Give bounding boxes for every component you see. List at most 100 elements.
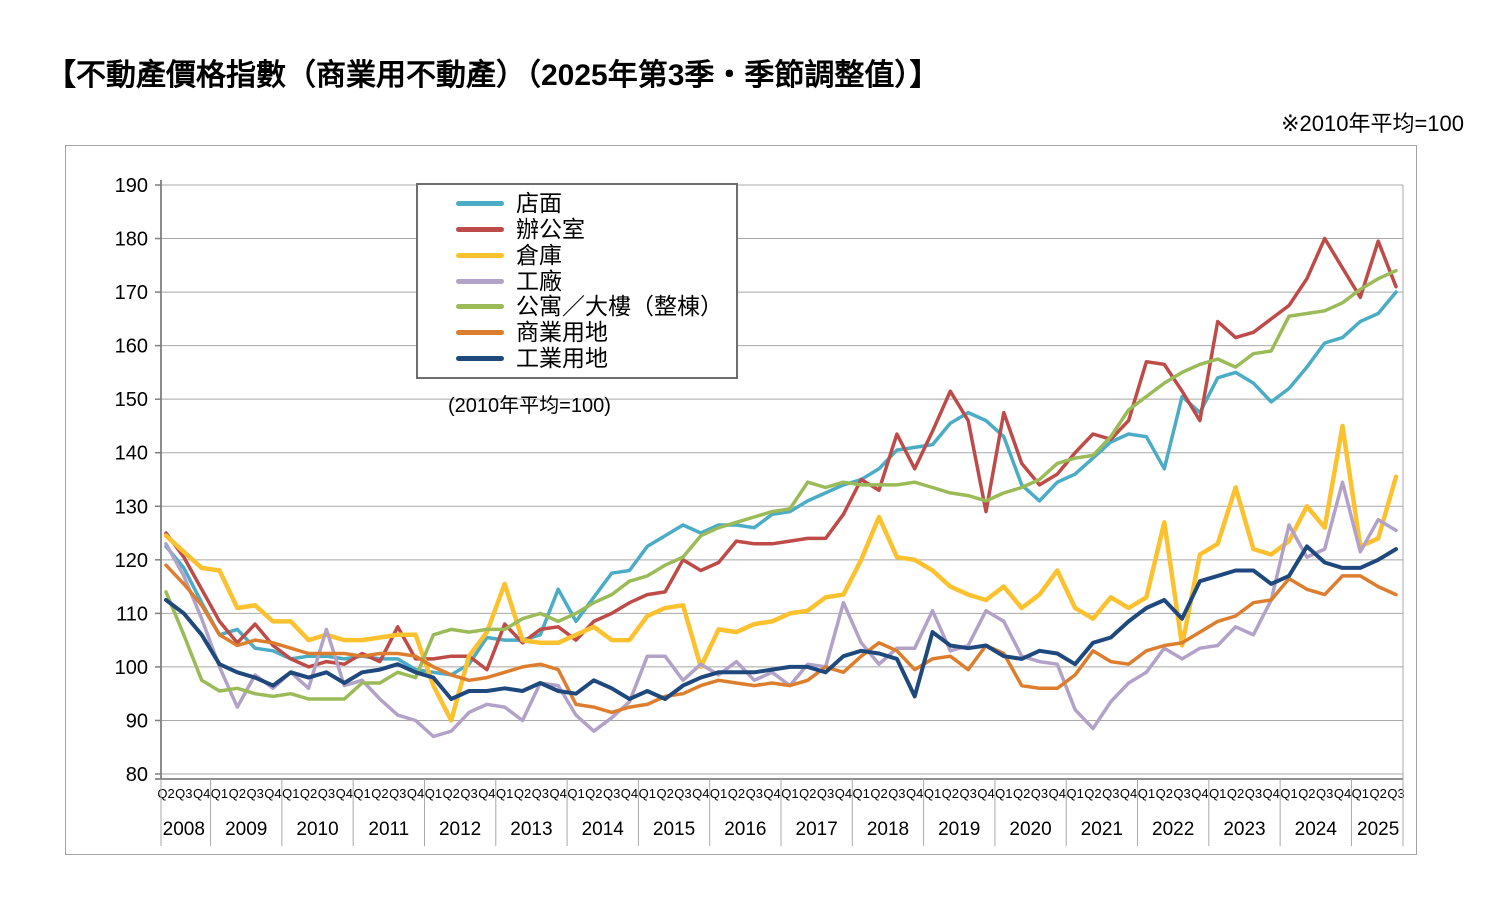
svg-text:Q4: Q4 — [478, 786, 495, 801]
svg-text:90: 90 — [126, 710, 148, 732]
legend-label: 店面 — [516, 190, 562, 217]
legend-item-6: 工業用地 — [456, 345, 736, 371]
svg-text:Q2: Q2 — [514, 786, 531, 801]
svg-text:Q3: Q3 — [1387, 786, 1404, 801]
svg-text:160: 160 — [115, 336, 148, 358]
y-axis-labels: 80 90 100 110 120 130 140 150 160 170 180 190 — [115, 175, 148, 786]
svg-text:Q1: Q1 — [282, 786, 299, 801]
series-line-4 — [164, 268, 1398, 701]
svg-text:Q2: Q2 — [1370, 786, 1387, 801]
svg-text:Q1: Q1 — [211, 786, 228, 801]
svg-text:2023: 2023 — [1223, 819, 1265, 840]
legend-label: 商業用地 — [516, 318, 608, 345]
svg-text:Q2: Q2 — [371, 786, 388, 801]
svg-text:Q2: Q2 — [443, 786, 460, 801]
x-axis-quarter-labels: Q2 Q3 Q4 Q1 Q2 Q3 Q4 Q1 Q2 Q3 Q4 Q1 Q2 Q3 Q4 Q1 Q2 Q3 Q4 Q1… — [157, 786, 1404, 801]
svg-text:80: 80 — [126, 764, 148, 786]
svg-text:Q4: Q4 — [1263, 786, 1280, 801]
svg-text:Q3: Q3 — [389, 786, 406, 801]
legend-item-5: 商業用地 — [456, 320, 736, 346]
series-line-6 — [164, 544, 1398, 701]
svg-text:Q1: Q1 — [639, 786, 656, 801]
svg-text:2012: 2012 — [439, 819, 481, 840]
svg-text:Q3: Q3 — [603, 786, 620, 801]
svg-text:110: 110 — [116, 603, 148, 625]
axes — [155, 180, 1403, 780]
legend-note: (2010年平均=100) — [448, 395, 611, 417]
svg-text:2008: 2008 — [163, 819, 205, 840]
svg-text:130: 130 — [115, 496, 148, 518]
svg-text:2015: 2015 — [653, 819, 695, 840]
svg-text:Q1: Q1 — [995, 786, 1012, 801]
legend-item-3: 工廠 — [456, 268, 736, 294]
legend-label: 倉庫 — [516, 241, 562, 268]
svg-text:2019: 2019 — [938, 819, 980, 840]
svg-text:Q2: Q2 — [585, 786, 602, 801]
svg-text:Q1: Q1 — [496, 786, 513, 801]
svg-text:2024: 2024 — [1295, 819, 1338, 840]
svg-text:Q3: Q3 — [532, 786, 549, 801]
svg-text:Q4: Q4 — [977, 786, 994, 801]
legend-label: 公寓／大樓（整棟） — [516, 293, 723, 320]
legend-swatch-icon — [456, 278, 504, 284]
svg-text:2017: 2017 — [796, 819, 838, 840]
svg-text:Q2: Q2 — [229, 786, 246, 801]
gridlines — [155, 184, 1404, 779]
svg-text:2010: 2010 — [296, 819, 338, 840]
svg-text:Q2: Q2 — [1084, 786, 1101, 801]
legend-label: 工業用地 — [516, 344, 608, 371]
chart-frame: 80 90 100 110 120 130 140 150 160 170 180 190 Q2 Q3 Q4… — [65, 145, 1417, 855]
legend-swatch-icon — [456, 329, 504, 335]
svg-text:Q4: Q4 — [835, 786, 852, 801]
svg-text:190: 190 — [115, 175, 148, 197]
legend-item-4: 公寓／大樓（整棟） — [456, 294, 736, 320]
svg-text:Q4: Q4 — [763, 786, 780, 801]
svg-text:Q1: Q1 — [567, 786, 584, 801]
series-line-1 — [164, 236, 1398, 672]
svg-text:2018: 2018 — [867, 819, 909, 840]
svg-text:Q3: Q3 — [175, 786, 192, 801]
legend-swatch-icon — [456, 355, 504, 361]
svg-text:Q3: Q3 — [1245, 786, 1262, 801]
svg-text:Q2: Q2 — [942, 786, 959, 801]
svg-text:Q3: Q3 — [1173, 786, 1190, 801]
svg-text:Q4: Q4 — [193, 786, 210, 801]
svg-text:Q3: Q3 — [1316, 786, 1333, 801]
svg-text:Q4: Q4 — [1120, 786, 1137, 801]
svg-text:Q1: Q1 — [1209, 786, 1226, 801]
svg-text:Q2: Q2 — [870, 786, 887, 801]
legend-swatch-icon — [456, 304, 504, 310]
svg-text:2016: 2016 — [724, 819, 766, 840]
svg-text:2020: 2020 — [1009, 819, 1051, 840]
svg-text:Q1: Q1 — [853, 786, 870, 801]
svg-text:Q4: Q4 — [550, 786, 567, 801]
svg-text:Q1: Q1 — [1280, 786, 1297, 801]
svg-text:100: 100 — [115, 657, 148, 679]
svg-text:Q4: Q4 — [1191, 786, 1208, 801]
x-axis-year-separators — [160, 779, 1404, 846]
legend-swatch-icon — [456, 252, 504, 258]
legend-label: 工廠 — [516, 267, 562, 294]
svg-text:Q3: Q3 — [460, 786, 477, 801]
svg-text:Q3: Q3 — [888, 786, 905, 801]
legend: 店面 辦公室 倉庫 工廠 公寓／大樓（整棟） 商業用地 工業用地 — [416, 183, 738, 379]
svg-text:Q2: Q2 — [157, 786, 174, 801]
legend-label: 辦公室 — [516, 216, 585, 243]
svg-text:Q3: Q3 — [318, 786, 335, 801]
legend-swatch-icon — [456, 227, 504, 233]
svg-text:Q1: Q1 — [425, 786, 442, 801]
svg-text:Q1: Q1 — [710, 786, 727, 801]
svg-text:Q2: Q2 — [1156, 786, 1173, 801]
svg-text:Q4: Q4 — [1334, 786, 1351, 801]
svg-text:2025: 2025 — [1357, 819, 1399, 840]
svg-text:Q1: Q1 — [924, 786, 941, 801]
legend-swatch-icon — [456, 201, 504, 207]
svg-text:180: 180 — [115, 229, 148, 251]
x-axis-year-labels: 2008 2009 2010 2011 2012 2013 2014 2015 2016 2017… — [163, 819, 1400, 840]
svg-text:Q1: Q1 — [781, 786, 798, 801]
svg-text:Q4: Q4 — [407, 786, 424, 801]
svg-text:2022: 2022 — [1152, 819, 1194, 840]
svg-text:2021: 2021 — [1081, 819, 1123, 840]
svg-text:Q2: Q2 — [799, 786, 816, 801]
